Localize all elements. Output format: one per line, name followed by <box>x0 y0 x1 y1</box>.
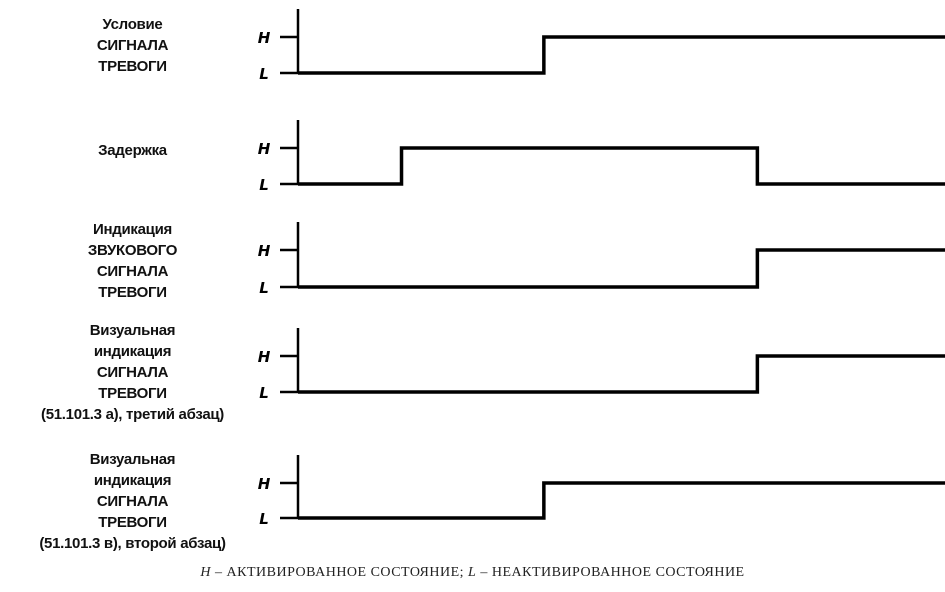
low-level-label: L <box>259 279 269 297</box>
signal-label-line: ЗВУКОВОГО <box>87 242 178 259</box>
signal-label: Визуальная индикация СИГНАЛА ТРЕВОГИ (51.101… <box>0 320 265 425</box>
signal-label-line: ТРЕВОГИ <box>98 514 167 531</box>
signal-label-line: ТРЕВОГИ <box>98 385 167 402</box>
high-level-label: H <box>258 29 271 47</box>
signal-waveform <box>298 146 945 186</box>
signal-label-line: Условие <box>102 16 163 33</box>
signal-label-line: индикация <box>93 472 172 489</box>
caption-h-text: – АКТИВИРОВАННОЕ СОСТОЯНИЕ; <box>211 565 469 580</box>
low-level-label: L <box>259 510 269 528</box>
caption-h-symbol: H <box>200 565 212 580</box>
low-level-label: L <box>259 384 269 402</box>
signal-label-line: СИГНАЛА <box>96 37 169 54</box>
signal-label-line: СИГНАЛА <box>96 364 169 381</box>
signal-label-line: Визуальная <box>89 322 176 339</box>
signal-label-line: Индикация <box>93 221 172 238</box>
signal-label: Задержка <box>0 140 265 161</box>
signal-label-line: Задержка <box>98 142 167 159</box>
signal-label: Визуальная индикация СИГНАЛА ТРЕВОГИ (51.101… <box>0 449 265 554</box>
high-level-label: H <box>258 475 271 493</box>
low-level-label: L <box>259 176 269 194</box>
signal-label-line: Визуальная <box>89 451 176 468</box>
signal-label: Индикация ЗВУКОВОГО СИГНАЛА ТРЕВОГИ <box>0 219 265 303</box>
signal-label: Условие СИГНАЛА ТРЕВОГИ <box>0 14 265 77</box>
low-level-label: L <box>259 65 269 83</box>
signal-label-line: СИГНАЛА <box>96 263 169 280</box>
high-level-label: H <box>258 242 271 260</box>
signal-label-line: СИГНАЛА <box>96 493 169 510</box>
signal-waveform <box>298 481 945 520</box>
caption-l-text: – НЕАКТИВИРОВАННОЕ СОСТОЯНИЕ <box>476 565 745 580</box>
signal-waveform <box>298 354 945 394</box>
signal-label-line: ТРЕВОГИ <box>98 284 167 301</box>
legend-caption: H – АКТИВИРОВАННОЕ СОСТОЯНИЕ; L – НЕАКТИ… <box>0 565 945 581</box>
signal-label-line: (51.101.3 а), третий абзац) <box>41 406 224 423</box>
signal-label-line: ТРЕВОГИ <box>98 58 167 75</box>
signal-label-line: (51.101.3 в), второй абзац) <box>39 535 226 552</box>
signal-waveform <box>298 248 945 289</box>
caption-l-symbol: L <box>468 565 477 580</box>
signal-waveform <box>298 35 945 75</box>
signal-label-line: индикация <box>93 343 172 360</box>
high-level-label: H <box>258 140 271 158</box>
high-level-label: H <box>258 348 271 366</box>
